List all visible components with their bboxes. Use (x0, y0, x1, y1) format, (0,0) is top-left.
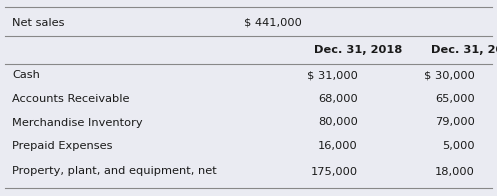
Text: 18,000: 18,000 (435, 166, 475, 177)
Text: 68,000: 68,000 (318, 94, 358, 104)
Text: $ 441,000: $ 441,000 (244, 17, 301, 28)
Text: 80,000: 80,000 (318, 117, 358, 128)
Text: Cash: Cash (12, 70, 40, 81)
Text: Merchandise Inventory: Merchandise Inventory (12, 117, 143, 128)
Text: 16,000: 16,000 (318, 141, 358, 151)
Text: $ 31,000: $ 31,000 (307, 70, 358, 81)
Text: Property, plant, and equipment, net: Property, plant, and equipment, net (12, 166, 217, 177)
Text: 65,000: 65,000 (435, 94, 475, 104)
Text: Accounts Receivable: Accounts Receivable (12, 94, 130, 104)
Text: $ 30,000: $ 30,000 (424, 70, 475, 81)
Text: Dec. 31, 2017: Dec. 31, 2017 (430, 45, 497, 55)
Text: 79,000: 79,000 (435, 117, 475, 128)
Text: Prepaid Expenses: Prepaid Expenses (12, 141, 113, 151)
Text: Dec. 31, 2018: Dec. 31, 2018 (314, 45, 402, 55)
Text: 175,000: 175,000 (311, 166, 358, 177)
Text: 5,000: 5,000 (442, 141, 475, 151)
Text: Net sales: Net sales (12, 17, 65, 28)
